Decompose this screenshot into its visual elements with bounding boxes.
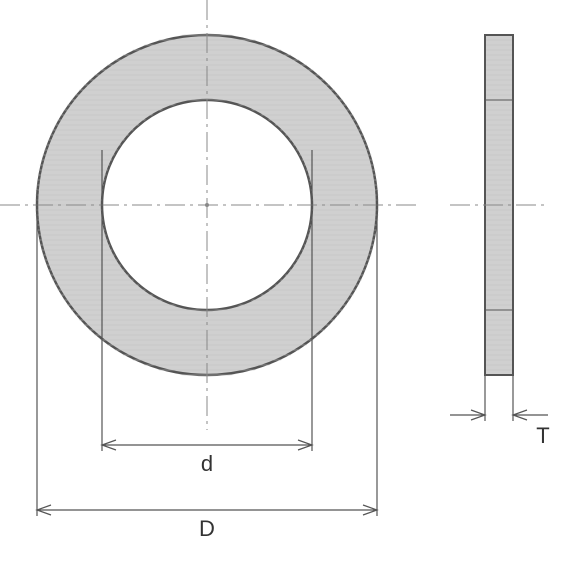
washer-technical-drawing: d D T bbox=[0, 0, 565, 565]
dim-T-label: T bbox=[536, 423, 549, 448]
dim-d-label: d bbox=[201, 451, 213, 476]
dim-D-label: D bbox=[199, 516, 215, 541]
center-point bbox=[205, 203, 209, 207]
